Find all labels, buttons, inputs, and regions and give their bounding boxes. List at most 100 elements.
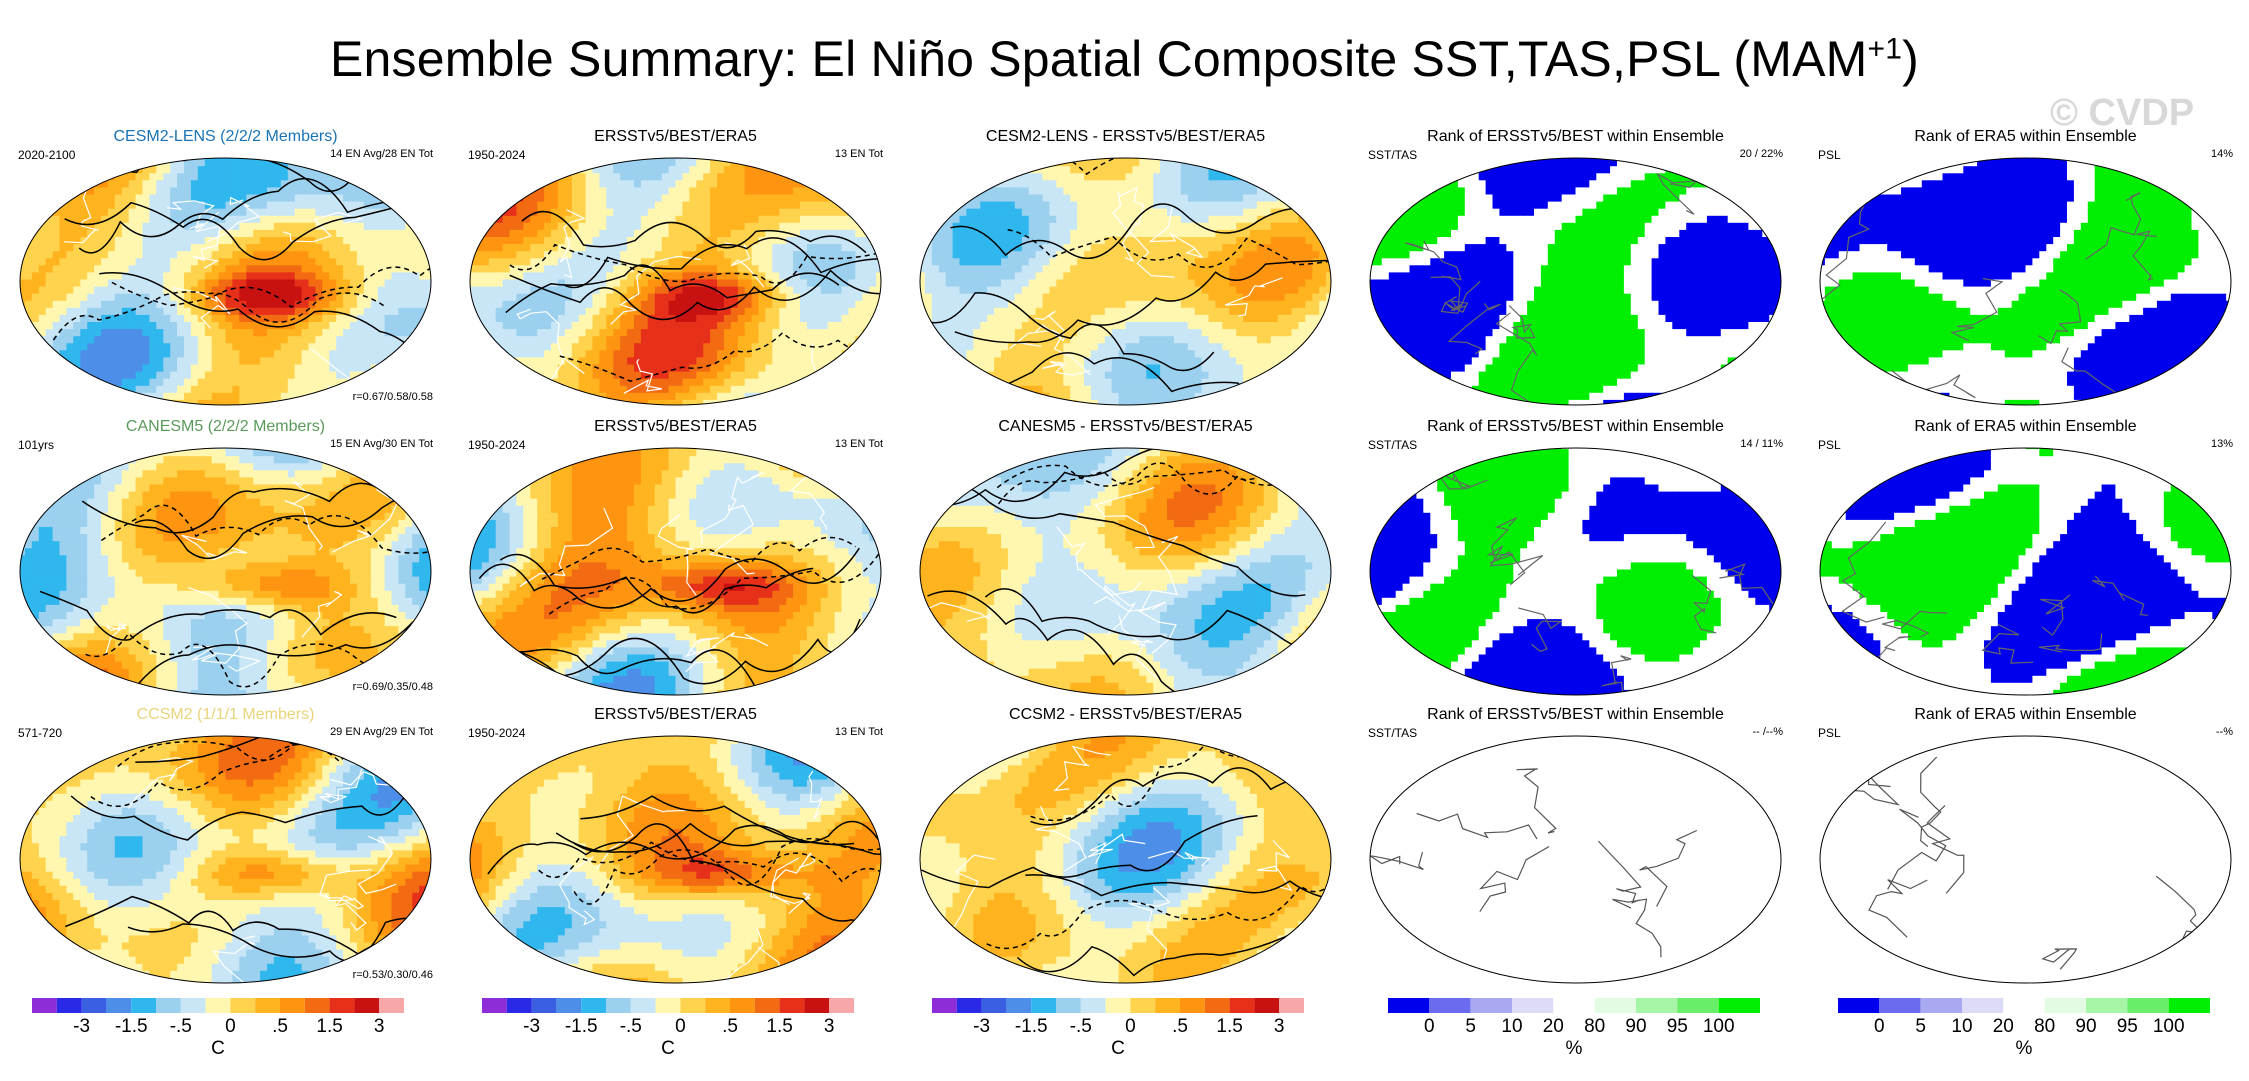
grid-cell xyxy=(634,364,642,373)
grid-cell xyxy=(204,194,213,203)
grid-cell xyxy=(59,307,67,316)
grid-cell xyxy=(419,187,427,196)
grid-cell xyxy=(564,399,573,405)
grid-cell xyxy=(94,251,102,259)
grid-cell xyxy=(1097,222,1106,231)
grid-cell xyxy=(59,272,67,281)
grid-cell xyxy=(114,364,123,373)
grid-cell xyxy=(730,385,739,394)
grid-cell xyxy=(668,166,677,174)
grid-cell xyxy=(938,208,947,217)
grid-cell xyxy=(820,286,829,295)
grid-cell xyxy=(163,293,171,302)
grid-cell xyxy=(1021,208,1030,217)
grid-cell xyxy=(87,343,95,351)
grid-cell xyxy=(101,194,109,203)
grid-cell xyxy=(779,336,787,344)
grid-cell xyxy=(834,215,843,224)
grid-cell xyxy=(696,166,704,174)
grid-cell xyxy=(1056,215,1064,224)
grid-cell xyxy=(765,201,773,210)
grid-cell xyxy=(717,173,725,181)
grid-cell xyxy=(163,307,171,316)
grid-cell xyxy=(647,272,656,281)
grid-cell xyxy=(184,251,192,259)
grid-cell xyxy=(38,371,47,380)
grid-cell xyxy=(184,322,192,330)
grid-cell xyxy=(1284,159,1293,167)
grid-cell xyxy=(537,173,545,181)
grid-cell xyxy=(1167,158,1175,160)
grid-cell xyxy=(474,180,483,188)
grid-cell xyxy=(682,343,690,351)
grid-cell xyxy=(551,343,559,351)
grid-cell xyxy=(994,201,1002,210)
grid-cell xyxy=(516,180,524,188)
grid-cell xyxy=(163,229,171,238)
grid-cell xyxy=(606,350,614,358)
grid-cell xyxy=(1090,166,1099,174)
grid-cell xyxy=(343,385,351,394)
grid-cell xyxy=(190,343,199,351)
grid-cell xyxy=(350,336,358,344)
grid-cell xyxy=(488,201,497,210)
grid-cell xyxy=(301,322,310,330)
grid-cell xyxy=(751,343,760,351)
grid-cell xyxy=(301,392,310,401)
grid-cell xyxy=(1097,159,1106,167)
grid-cell xyxy=(426,201,431,210)
grid-cell xyxy=(232,399,240,405)
grid-cell xyxy=(682,279,690,288)
grid-cell xyxy=(246,229,254,238)
grid-cell xyxy=(744,279,753,288)
grid-cell xyxy=(737,371,746,380)
grid-cell xyxy=(211,208,220,217)
grid-cell xyxy=(800,329,808,337)
grid-cell xyxy=(675,329,683,337)
grid-cell xyxy=(502,166,511,174)
coastline xyxy=(64,186,99,244)
grid-cell xyxy=(495,357,504,366)
grid-cell xyxy=(350,279,358,288)
grid-cell xyxy=(523,357,531,366)
grid-cell xyxy=(184,300,192,309)
grid-cell xyxy=(959,159,967,167)
grid-cell xyxy=(1014,187,1023,196)
grid-cell xyxy=(627,392,635,401)
grid-cell xyxy=(426,371,431,380)
grid-cell xyxy=(163,392,171,401)
grid-cell xyxy=(502,173,511,181)
grid-cell xyxy=(211,201,220,210)
grid-cell xyxy=(1305,208,1313,217)
grid-cell xyxy=(502,300,511,309)
grid-cell xyxy=(751,215,760,224)
grid-cell xyxy=(356,272,365,281)
grid-cell xyxy=(184,208,192,217)
grid-cell xyxy=(232,392,240,401)
grid-cell xyxy=(786,279,794,288)
grid-cell xyxy=(370,272,379,281)
grid-cell xyxy=(502,187,511,196)
grid-cell xyxy=(765,371,773,380)
grid-cell xyxy=(1097,166,1106,174)
grid-cell xyxy=(343,258,351,266)
grid-cell xyxy=(190,215,199,224)
grid-cell xyxy=(391,159,399,167)
grid-cell xyxy=(613,307,621,316)
grid-cell xyxy=(24,258,33,266)
grid-cell xyxy=(470,265,476,273)
grid-cell xyxy=(1049,158,1057,160)
grid-cell xyxy=(107,258,116,266)
grid-cell xyxy=(920,173,926,181)
grid-cell xyxy=(571,371,580,380)
grid-cell xyxy=(474,265,483,273)
grid-cell xyxy=(350,237,358,245)
grid-cell xyxy=(405,194,413,203)
grid-cell xyxy=(59,399,67,405)
grid-cell xyxy=(1153,166,1161,174)
grid-cell xyxy=(356,378,365,387)
grid-cell xyxy=(848,314,856,323)
grid-cell xyxy=(114,229,123,238)
grid-cell xyxy=(634,265,642,273)
grid-cell xyxy=(31,258,40,266)
